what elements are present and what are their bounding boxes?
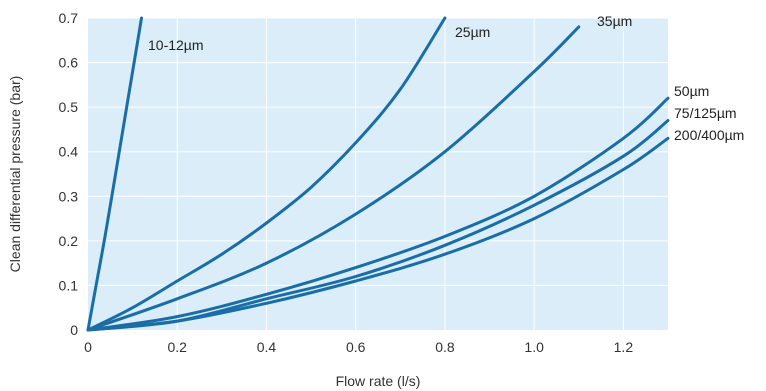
y-tick-label: 0.5 [59, 99, 79, 115]
x-tick-label: 0 [84, 339, 92, 355]
series-label-1: 10-12µm [148, 37, 204, 53]
y-tick-label: 0.7 [59, 10, 79, 26]
series-curve-6 [86, 136, 670, 332]
x-axis-ticks: 0 0.2 0.4 0.6 0.8 1.0 1.2 [84, 339, 633, 355]
y-tick-label: 0.1 [59, 277, 79, 293]
y-axis-title: Clean differential pressure (bar) [7, 76, 23, 273]
series-curve-2 [86, 16, 447, 332]
x-tick-label: 0.6 [346, 339, 366, 355]
series-curve-3 [86, 25, 581, 332]
series-curves [86, 16, 670, 332]
y-tick-label: 0.2 [59, 233, 79, 249]
series-labels: 10-12µm 25µm 35µm 50µm 75/125µm 200/400µm [148, 13, 744, 143]
y-tick-label: 0.3 [59, 188, 79, 204]
y-tick-label: 0.6 [59, 55, 79, 71]
x-axis-title: Flow rate (l/s) [336, 373, 421, 389]
y-tick-label: 0 [70, 322, 78, 338]
grid [88, 17, 668, 330]
x-tick-label: 1.2 [614, 339, 634, 355]
series-curve-1 [86, 16, 143, 332]
x-tick-label: 0.4 [257, 339, 277, 355]
y-tick-label: 0.4 [59, 144, 79, 160]
y-axis-ticks: 0 0.1 0.2 0.3 0.4 0.5 0.6 0.7 [59, 10, 79, 338]
x-tick-label: 0.2 [167, 339, 187, 355]
series-label-2: 25µm [455, 24, 490, 40]
series-label-5: 75/125µm [674, 105, 737, 121]
series-label-4: 50µm [674, 83, 709, 99]
x-tick-label: 0.8 [435, 339, 455, 355]
series-label-3: 35µm [597, 13, 632, 29]
series-curve-4 [86, 96, 670, 332]
x-tick-label: 1.0 [524, 339, 544, 355]
series-label-6: 200/400µm [674, 127, 744, 143]
